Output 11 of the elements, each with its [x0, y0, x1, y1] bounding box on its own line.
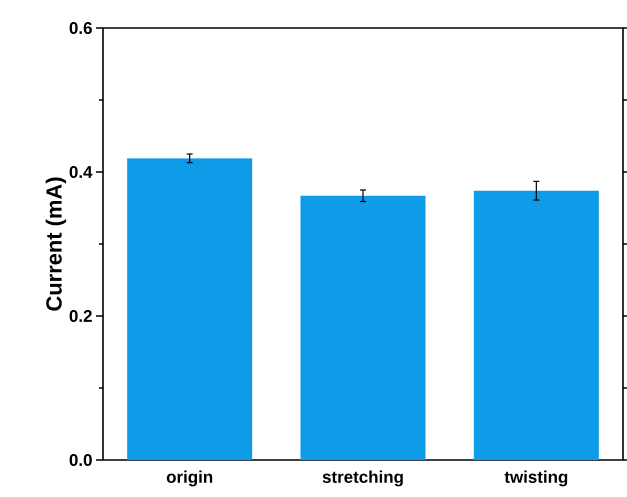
y-tick-label: 0.2: [70, 310, 92, 322]
x-tick-label: twisting: [504, 470, 568, 486]
x-tick-label: stretching: [322, 470, 403, 486]
y-tick-label: 0.0: [70, 454, 92, 466]
y-tick-label: 0.4: [70, 166, 92, 178]
x-tick-label: origin: [166, 470, 212, 486]
y-tick-label: 0.6: [70, 22, 92, 34]
y-axis-title: Current (mA): [46, 178, 66, 311]
bar: [474, 190, 599, 460]
bar: [127, 158, 252, 460]
bar: [300, 196, 426, 460]
